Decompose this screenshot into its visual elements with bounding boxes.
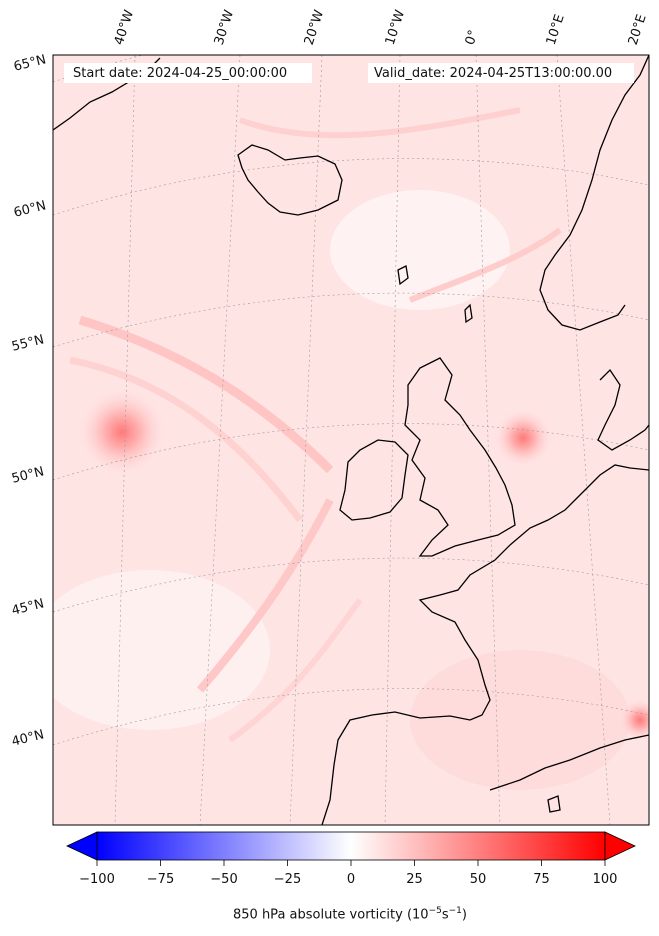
colorbar-tick-label: 100 <box>592 872 618 887</box>
start-date-text: Start date: 2024-04-25_00:00:00 <box>73 66 288 81</box>
colorbar <box>66 831 636 866</box>
colorbar-title-unit: s <box>441 907 449 923</box>
colorbar-tick-label: 25 <box>406 872 423 887</box>
start-date-box <box>64 63 312 83</box>
colorbar-title-exp1: −5 <box>428 906 442 916</box>
colorbar-tick-label: −100 <box>79 872 115 887</box>
colorbar-min-extend <box>66 831 98 861</box>
colorbar-tick-label: −50 <box>210 872 238 887</box>
colorbar-title-text: 850 hPa absolute vorticity (10 <box>233 907 429 923</box>
valid-date-box <box>368 63 634 83</box>
map-border <box>52 54 650 826</box>
colorbar-title: 850 hPa absolute vorticity (10−5s−1) <box>0 906 659 922</box>
colorbar-max-extend <box>604 831 636 861</box>
valid-date-text: Valid_date: 2024-04-25T13:00:00.00 <box>374 66 613 81</box>
colorbar-tick-label: 75 <box>533 872 550 887</box>
colorbar-tick-label: −75 <box>146 872 175 887</box>
vorticity-field <box>53 55 649 825</box>
colorbar-tick-label: −25 <box>273 872 302 887</box>
colorbar-gradient <box>96 831 606 861</box>
colorbar-title-close: ) <box>461 907 467 923</box>
colorbar-tick-marks <box>96 860 606 866</box>
colorbar-tick-label: 50 <box>469 872 487 887</box>
colorbar-title-exp2: −1 <box>448 906 462 916</box>
colorbar-tick-label: 0 <box>346 872 356 887</box>
